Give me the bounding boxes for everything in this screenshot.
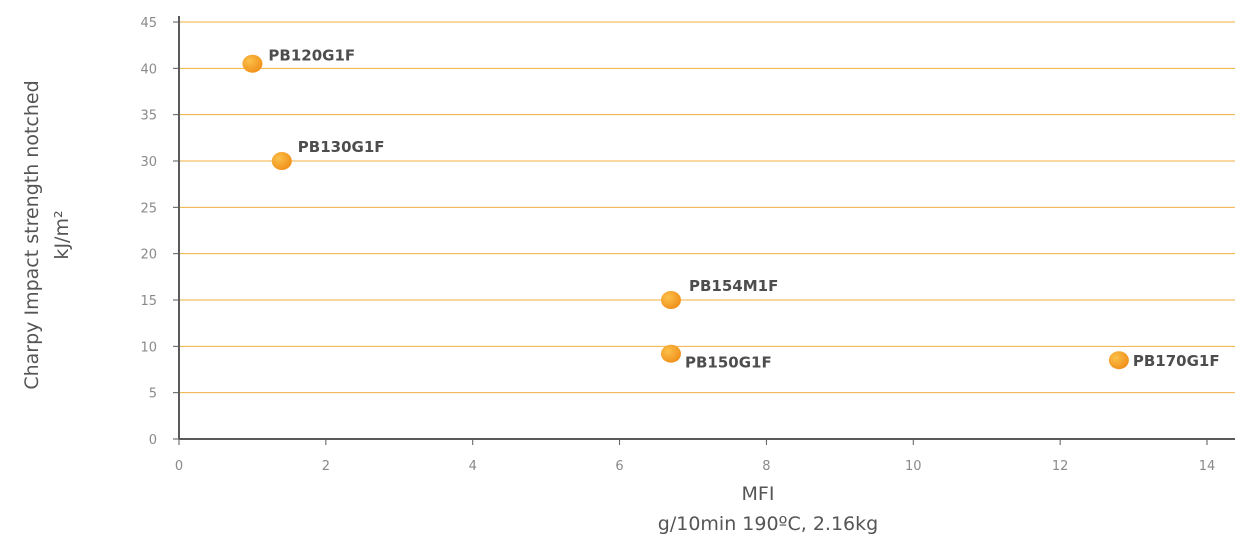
y-tick-label: 0 — [149, 433, 157, 448]
data-point-marker — [660, 291, 681, 309]
y-tick-label: 10 — [140, 340, 157, 355]
grid-lines — [179, 21, 1235, 394]
data-point-marker — [660, 344, 681, 363]
y-tick-label: 45 — [140, 16, 157, 31]
y-axis-unit: kJ/m² — [51, 210, 73, 259]
y-tick-label: 25 — [140, 201, 157, 216]
x-axis-unit: g/10min 190ºC, 2.16kg — [658, 513, 878, 535]
y-axis-ticks: 0 5 10 15 20 25 30 35 40 45 — [140, 16, 179, 448]
data-point-label: PB150G1F — [685, 354, 772, 372]
data-point-label: PB120G1F — [268, 47, 355, 65]
x-tick-label: 2 — [322, 459, 330, 474]
y-tick-label: 5 — [149, 387, 157, 402]
data-point-marker — [242, 54, 263, 73]
x-axis-ticks: 0 2 4 6 8 10 12 14 — [175, 439, 1215, 474]
data-point-marker — [1108, 351, 1129, 370]
y-tick-label: 15 — [140, 294, 157, 309]
y-tick-label: 30 — [140, 155, 157, 170]
data-point-marker — [271, 152, 292, 170]
y-tick-label: 40 — [140, 62, 157, 77]
x-tick-label: 10 — [905, 459, 922, 474]
x-tick-label: 4 — [469, 459, 477, 474]
data-point-label: PB170G1F — [1133, 352, 1220, 370]
x-tick-label: 6 — [615, 459, 623, 474]
x-tick-label: 8 — [762, 459, 770, 474]
data-point-label: PB130G1F — [298, 138, 385, 156]
x-tick-label: 14 — [1199, 459, 1216, 474]
y-axis-title: Charpy Impact strength notched — [21, 80, 43, 389]
data-points: PB120G1F PB130G1F PB154M1F PB150G1F PB170G1F — [242, 47, 1220, 372]
y-tick-label: 35 — [140, 109, 157, 124]
x-axis-title: MFI — [742, 483, 775, 505]
x-tick-label: 12 — [1052, 459, 1069, 474]
data-point-label: PB154M1F — [689, 277, 778, 295]
x-tick-label: 0 — [175, 459, 183, 474]
y-tick-label: 20 — [140, 248, 157, 263]
